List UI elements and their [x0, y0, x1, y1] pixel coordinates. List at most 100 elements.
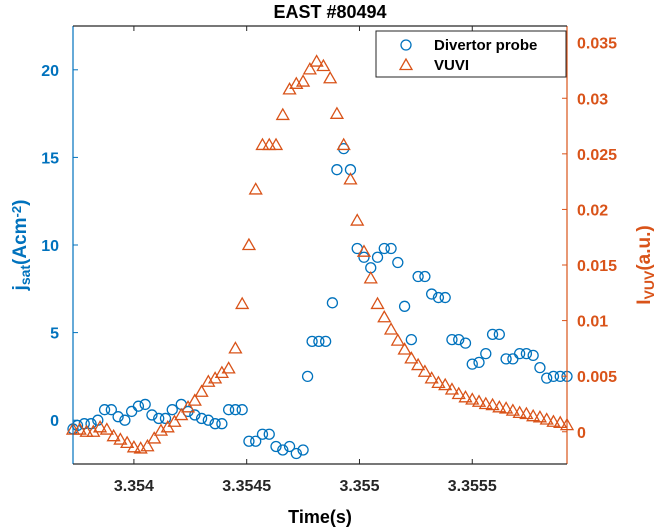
vuvi-point — [241, 237, 257, 251]
probe-point — [473, 356, 485, 369]
vuvi-point — [302, 62, 317, 75]
vuvi-point — [147, 431, 162, 444]
vuvi-point — [214, 365, 229, 378]
probe-point — [153, 412, 165, 425]
vuvi-point — [255, 137, 270, 151]
probe-point — [527, 349, 539, 362]
y-right-tick-label: 0.025 — [577, 147, 617, 164]
plot-area — [73, 26, 567, 464]
vuvi-point — [106, 428, 121, 442]
probe-point — [243, 435, 255, 447]
vuvi-point — [471, 394, 487, 407]
probe-point — [439, 291, 451, 304]
probe-point — [426, 288, 438, 300]
vuvi-point — [343, 172, 358, 185]
vuvi-point — [113, 432, 128, 445]
probe-point — [277, 444, 289, 456]
probe-point — [229, 404, 242, 416]
probe-point — [419, 270, 431, 283]
y-left-axis-label: jsat(Acm-2) — [9, 200, 33, 292]
probe-point — [98, 404, 111, 416]
vuvi-point — [444, 382, 460, 395]
vuvi-point — [390, 333, 405, 346]
vuvi-point — [336, 137, 351, 151]
vuvi-point — [363, 271, 378, 284]
vuvi-point — [99, 422, 114, 435]
vuvi-point — [478, 396, 493, 410]
probe-point — [139, 398, 151, 411]
legend-marker-probe — [400, 39, 412, 51]
vuvi-point — [546, 414, 561, 427]
probe-point — [195, 412, 208, 425]
vuvi-point — [180, 399, 196, 413]
vuvi-point — [404, 351, 419, 364]
vuvi-point — [370, 296, 385, 310]
vuvi-point — [498, 401, 514, 414]
vuvi-point — [72, 422, 87, 435]
vuvi-point — [92, 420, 108, 433]
probe-point — [500, 353, 512, 365]
vuvi-point — [356, 244, 372, 257]
probe-point — [405, 333, 418, 346]
legend-layer: Divertor probe VUVI — [375, 30, 567, 78]
vuvi-point — [194, 384, 209, 397]
vuvi-point — [140, 438, 155, 452]
y-right-tick-label: 0.01 — [577, 314, 608, 331]
y-right-axis-label: IVUV(a.u.) — [634, 225, 657, 304]
probe-point — [378, 242, 390, 255]
y-right-tick-label: 0.015 — [577, 258, 617, 275]
axes-layer: 3.354 3.3545 3.355 3.3555 0 5 10 15 20 0 0.005 0.01… — [9, 2, 657, 527]
probe-point — [432, 291, 445, 304]
probe-point — [534, 361, 546, 374]
vuvi-point — [519, 406, 534, 420]
probe-point — [453, 333, 465, 346]
vuvi-point — [248, 182, 263, 195]
probe-point — [263, 428, 275, 440]
probe-point — [189, 409, 201, 421]
y-right-tick-label: 0.03 — [577, 91, 608, 108]
vuvi-point — [126, 440, 142, 453]
vuvi-point — [539, 412, 554, 425]
x-tick-label: 3.3555 — [448, 478, 497, 495]
x-tick-label: 3.354 — [114, 478, 154, 495]
probe-point — [105, 404, 117, 416]
probe-point — [270, 440, 282, 453]
vuvi-point — [174, 407, 189, 421]
probe-point — [290, 447, 302, 460]
y-right-tick-label: 0 — [577, 425, 586, 442]
chart-title: EAST #80494 — [273, 2, 386, 22]
vuvi-point — [79, 424, 94, 437]
vuvi-point — [438, 377, 453, 391]
vuvi-point — [424, 371, 439, 384]
probe-point — [392, 256, 404, 269]
vuvi-point — [235, 296, 250, 310]
probe-point — [209, 418, 221, 430]
vuvi-point — [201, 374, 216, 387]
vuvi-point — [458, 389, 473, 403]
probe-point — [132, 400, 145, 412]
probe-point — [326, 297, 339, 309]
probe-point — [385, 242, 397, 255]
vuvi-point — [221, 361, 236, 374]
vuvi-point — [397, 342, 412, 355]
vuvi-point — [187, 393, 202, 406]
vuvi-point — [411, 357, 426, 371]
probe-point — [541, 372, 553, 384]
vuvi-point — [316, 58, 331, 72]
probe-point — [216, 418, 228, 430]
vuvi-point — [532, 409, 548, 423]
vuvi-point — [268, 137, 284, 151]
probe-point — [513, 347, 526, 360]
legend-label: VUVI — [434, 57, 469, 74]
probe-point — [520, 347, 533, 360]
probe-point — [283, 440, 296, 453]
probe-point — [222, 404, 235, 416]
legend-marker-vuvi — [398, 57, 414, 71]
x-tick-label: 3.3545 — [222, 478, 271, 495]
y-left-tick-label: 5 — [50, 326, 59, 343]
probe-point — [301, 370, 314, 383]
probe-point — [358, 251, 370, 263]
probe-point — [459, 337, 472, 349]
probe-point — [119, 414, 131, 426]
